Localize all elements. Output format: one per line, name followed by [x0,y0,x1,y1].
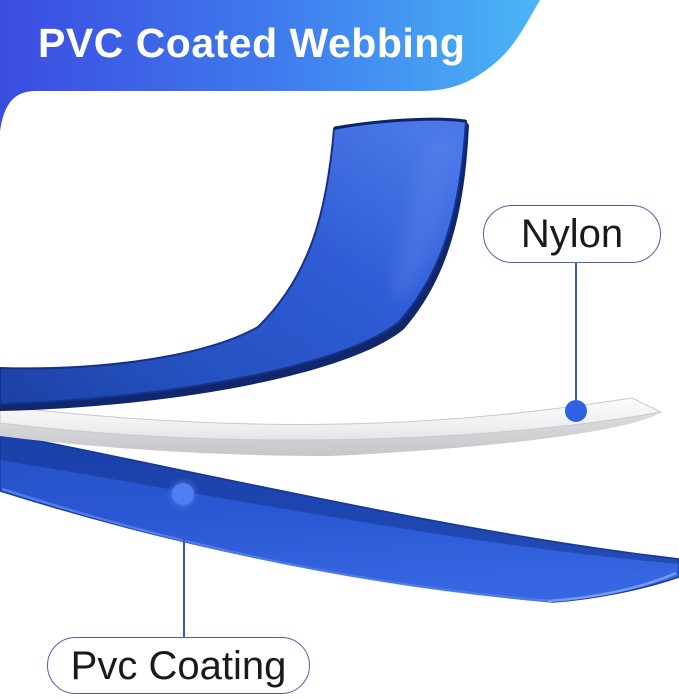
pvc-strap-top-bend-highlight [394,130,452,304]
pvc-label: Pvc Coating [70,643,287,688]
pvc-strap-bottom-rim-highlight [1,487,550,603]
nylon-label: Nylon [520,212,624,256]
pvc-strap-tip-highlight [547,571,677,603]
nylon-strap [0,397,663,456]
nylon-callout-dot [565,400,587,422]
pvc-strap-top-face [0,118,468,406]
pvc-strap-bottom [0,432,679,603]
pvc-callout-line [183,504,185,637]
nylon-strap-face [0,397,663,441]
nylon-callout-line [575,262,577,402]
pvc-strap-top [0,117,469,411]
pvc-callout-dot [172,483,194,505]
nylon-label-box: Nylon [483,205,661,263]
pvc-label-box: Pvc Coating [47,637,310,694]
pvc-strap-top-end-edge [333,117,467,130]
header-banner-shape [0,0,540,131]
nylon-strap-bevel [0,412,661,456]
header-title: PVC Coated Webbing [38,20,466,66]
pvc-strap-shadow-band [0,433,679,564]
